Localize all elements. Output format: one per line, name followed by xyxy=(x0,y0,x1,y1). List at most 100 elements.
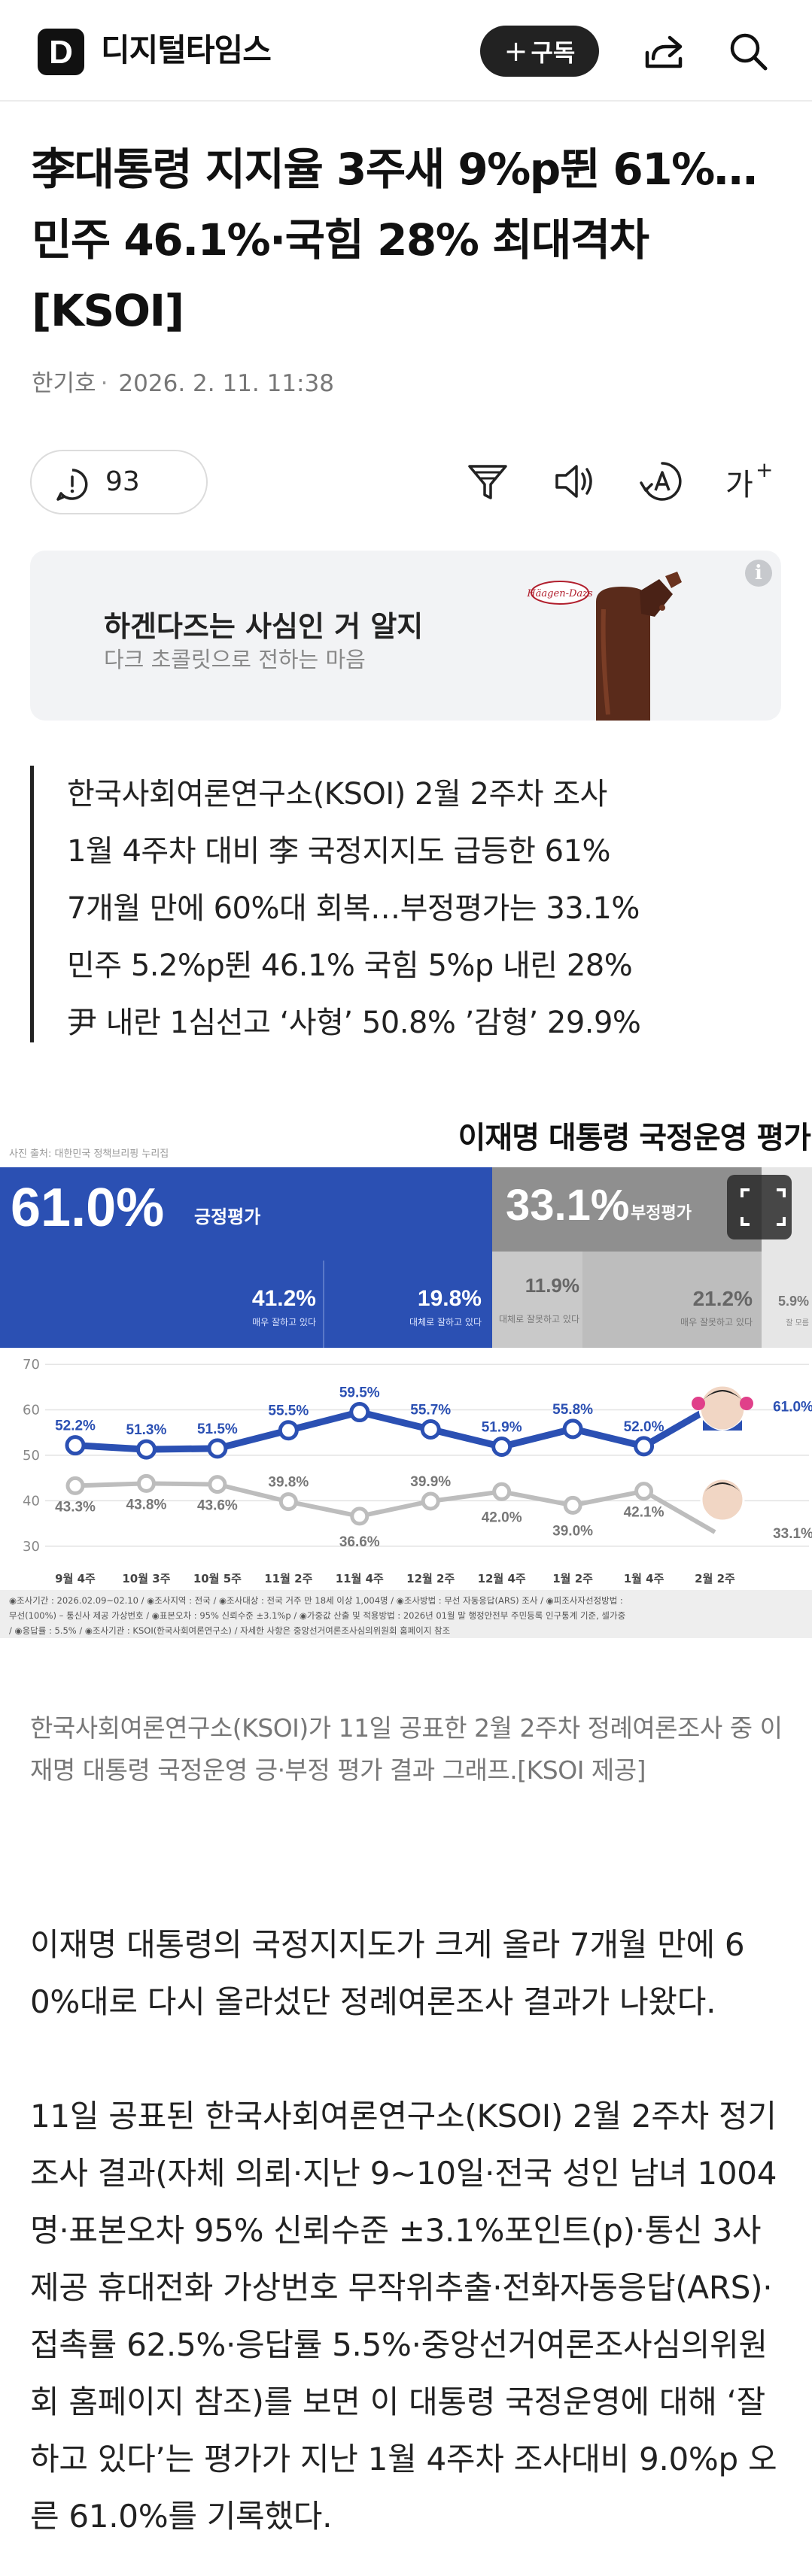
data-label: 33.1% xyxy=(773,1526,812,1542)
data-point xyxy=(634,1482,654,1501)
data-label: 61.0% xyxy=(773,1399,812,1415)
search-icon[interactable] xyxy=(724,27,772,75)
comment-icon xyxy=(56,469,88,501)
data-point xyxy=(492,1482,512,1501)
approval-chart: 사진 출처: 대한민국 정책브리핑 누리집 이재명 대통령 국정운영 평가 61… xyxy=(0,1118,812,1638)
data-label: 43.8% xyxy=(126,1497,167,1513)
data-point xyxy=(278,1420,299,1441)
breakdown-label: 매우 잘못하고 있다 xyxy=(680,1317,753,1327)
y-tick-label: 30 xyxy=(23,1539,40,1555)
comment-count: 93 xyxy=(105,466,140,497)
data-label: 36.6% xyxy=(339,1534,380,1550)
chart-footnote: / ◉응답률 : 5.5% / ◉조사기관 : KSOI(한국사회여론연구소) … xyxy=(9,1625,450,1636)
y-tick-label: 70 xyxy=(23,1357,40,1373)
breakdown-value: 19.8% xyxy=(418,1286,482,1311)
ad-subtitle: 다크 초콜릿으로 전하는 마음 xyxy=(104,647,366,672)
x-tick-label: 9월 4주 xyxy=(55,1572,96,1585)
ad-title: 하겐다즈는 사심인 거 알지 xyxy=(104,610,424,643)
x-tick-label: 11월 4주 xyxy=(336,1572,384,1585)
data-point xyxy=(350,1506,370,1526)
series-line xyxy=(75,1402,717,1453)
x-tick-label: 1월 4주 xyxy=(624,1572,665,1585)
data-point xyxy=(136,1473,156,1493)
y-tick-label: 50 xyxy=(23,1448,40,1464)
chart-title: 이재명 대통령 국정운영 평가 xyxy=(458,1121,812,1155)
expand-icon xyxy=(727,1175,792,1239)
chart-source-note: 사진 출처: 대한민국 정책브리핑 누리집 xyxy=(9,1148,169,1160)
svg-text:D: D xyxy=(49,34,73,71)
data-label: 51.3% xyxy=(126,1422,167,1438)
data-point xyxy=(135,1439,157,1460)
x-tick-label: 11월 2주 xyxy=(264,1572,312,1585)
plus-icon: + xyxy=(503,35,528,68)
filter-icon[interactable] xyxy=(462,456,513,507)
translate-icon[interactable] xyxy=(637,456,688,507)
approval-chart-image[interactable]: 사진 출처: 대한민국 정책브리핑 누리집 이재명 대통령 국정운영 평가 61… xyxy=(0,1118,812,1638)
data-label: 52.2% xyxy=(55,1418,96,1434)
data-point xyxy=(349,1402,370,1423)
data-point xyxy=(491,1436,512,1457)
logo-d-icon: D xyxy=(49,34,73,71)
data-point xyxy=(563,1495,582,1515)
font-size-icon[interactable]: 가 + xyxy=(722,456,774,507)
data-point xyxy=(278,1492,298,1512)
data-label: 51.9% xyxy=(482,1419,522,1435)
breakdown-label: 매우 잘하고 있다 xyxy=(252,1317,316,1327)
data-label: 55.5% xyxy=(268,1403,309,1419)
article-title: 李대통령 지지율 3주새 9%p뛴 61%…민주 46.1%·국힘 28% 최대… xyxy=(32,144,758,336)
share-icon[interactable] xyxy=(640,27,688,75)
negative-value: 33.1% xyxy=(506,1181,629,1230)
speaker-icon[interactable] xyxy=(549,456,601,507)
author-name[interactable]: 한기호 xyxy=(32,370,96,397)
body-paragraph: 11일 공표된 한국사회여론연구소(KSOI) 2월 2주차 정기조사 결과(자… xyxy=(30,2098,777,2535)
comment-button[interactable]: 93 xyxy=(30,450,208,514)
publish-date: 2026. 2. 11. 11:38 xyxy=(118,370,334,397)
x-tick-label: 12월 4주 xyxy=(478,1572,526,1585)
summary-line: 민주 5.2%p뛴 46.1% 국힘 5%p 내린 28% xyxy=(67,948,633,983)
top-header: D 디지털타임스 + 구독 xyxy=(0,0,812,102)
site-logo[interactable]: D xyxy=(38,29,84,75)
data-label: 52.0% xyxy=(624,1419,665,1435)
data-label: 39.8% xyxy=(268,1475,309,1491)
summary-line: 尹 내란 1심선고 ‘사형’ 50.8% ’감형’ 29.9% xyxy=(67,1006,641,1040)
data-label: 42.0% xyxy=(482,1509,522,1525)
chart-footnote: 무선(100%) – 통신사 제공 가상번호 / ◉표본오차 : 95% 신뢰수… xyxy=(9,1610,625,1621)
data-point xyxy=(65,1435,86,1456)
data-label: 55.8% xyxy=(552,1402,593,1418)
advertisement-banner[interactable]: 하겐다즈는 사심인 거 알지 다크 초콜릿으로 전하는 마음 i Häagen-… xyxy=(30,551,781,721)
data-point xyxy=(208,1475,227,1494)
x-tick-label: 2월 2주 xyxy=(695,1572,735,1585)
svg-text:가: 가 xyxy=(725,468,753,502)
x-tick-label: 10월 5주 xyxy=(193,1572,242,1585)
summary-line: 한국사회여론연구소(KSOI) 2월 2주차 조사 xyxy=(67,777,607,812)
data-label: 43.3% xyxy=(55,1499,96,1515)
byline: 한기호 · 2026. 2. 11. 11:38 xyxy=(32,370,334,397)
ad-info-icon[interactable]: i xyxy=(745,560,772,587)
data-label: 39.9% xyxy=(410,1474,451,1490)
subscribe-label: 구독 xyxy=(531,38,576,67)
breakdown-label: 대체로 잘못하고 있다 xyxy=(499,1314,579,1324)
svg-text:+: + xyxy=(756,457,773,482)
x-tick-label: 12월 2주 xyxy=(406,1572,455,1585)
chart-caption: 한국사회여론연구소(KSOI)가 11일 공표한 2월 2주차 정례여론조사 중… xyxy=(30,1713,783,1785)
breakdown-value: 41.2% xyxy=(252,1286,316,1311)
ice-cream-bar-image: Häagen-Dazs xyxy=(526,572,682,721)
data-label: 51.5% xyxy=(197,1422,238,1437)
series-line xyxy=(75,1481,716,1534)
x-tick-label: 10월 3주 xyxy=(122,1572,170,1585)
breakdown-value: 21.2% xyxy=(693,1287,753,1310)
negative-label: 부정평가 xyxy=(631,1204,692,1223)
portrait-positive xyxy=(692,1384,753,1432)
data-point xyxy=(207,1438,228,1459)
data-label: 43.6% xyxy=(197,1498,238,1514)
data-point xyxy=(420,1418,441,1440)
summary-line: 1월 4주차 대비 李 국정지지도 급등한 61% xyxy=(67,834,611,869)
y-tick-label: 60 xyxy=(23,1403,40,1418)
breakdown-label: 대체로 잘하고 있다 xyxy=(409,1317,482,1327)
subscribe-button[interactable]: + 구독 xyxy=(480,26,599,77)
data-label: 39.0% xyxy=(552,1523,593,1539)
article-summary: 한국사회여론연구소(KSOI) 2월 2주차 조사 1월 4주차 대비 李 국정… xyxy=(30,766,786,1042)
x-tick-label: 1월 2주 xyxy=(552,1572,593,1585)
data-point xyxy=(562,1418,583,1440)
site-name[interactable]: 디지털타임스 xyxy=(101,32,272,68)
